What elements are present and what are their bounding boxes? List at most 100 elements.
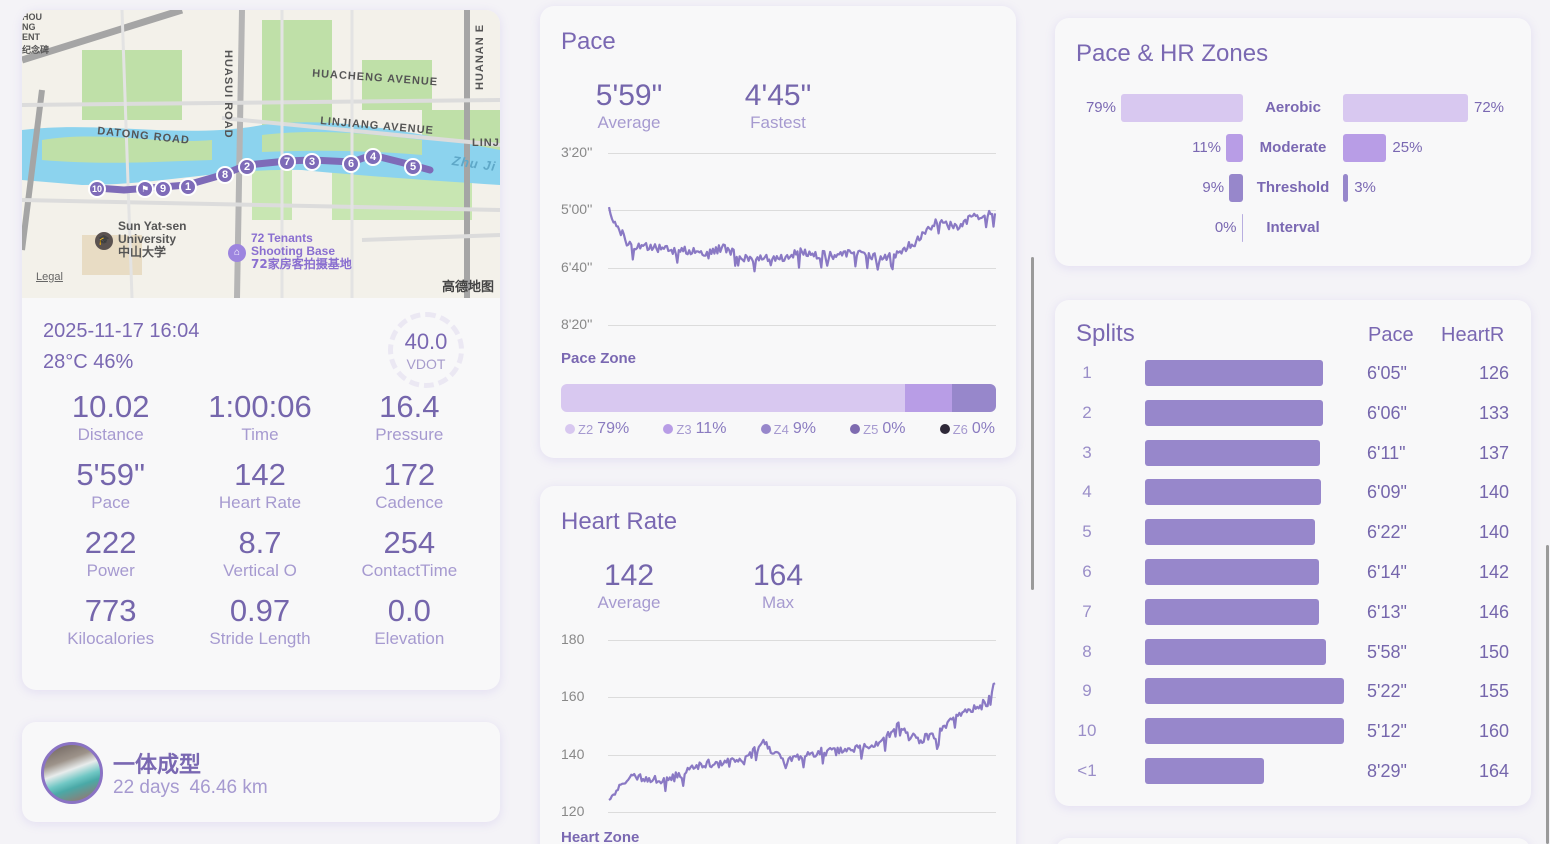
y-tick-label: 5'00''	[561, 201, 593, 218]
split-bar	[1145, 638, 1326, 665]
splits-col-hr: HeartR	[1441, 324, 1505, 346]
zone-pct: 79%	[597, 420, 630, 437]
y-tick-label: 3'20''	[561, 144, 593, 160]
split-marker[interactable]: 2	[238, 158, 256, 176]
split-marker[interactable]: 8	[216, 166, 234, 184]
road	[22, 89, 45, 251]
split-row[interactable]: 10 5'12" 160	[1055, 718, 1531, 745]
line-chart-svg	[608, 682, 996, 801]
pace-fastest-value: 4'45"	[744, 79, 812, 112]
split-row[interactable]: 6 6'14" 142	[1055, 559, 1531, 585]
right-column-scrollbar[interactable]	[1546, 545, 1549, 844]
split-row[interactable]: <1 8'29" 164	[1055, 758, 1531, 784]
split-row[interactable]: 2 6'06" 133	[1055, 399, 1531, 426]
stat-label: Time	[241, 425, 279, 444]
split-km: 10	[1077, 721, 1097, 741]
map-label-corner: HOU	[22, 12, 42, 22]
vdot-badge: 40.0 VDOT	[388, 312, 464, 388]
split-row[interactable]: 5 6'22" 140	[1055, 519, 1531, 546]
shoe-card[interactable]: 一体成型 22 days 46.46 km	[22, 722, 500, 822]
split-pace: 6'13"	[1367, 601, 1407, 622]
zone-legend-item: Z6 0%	[939, 420, 995, 438]
split-marker[interactable]: 5	[404, 158, 422, 176]
split-row[interactable]: 8 5'58" 150	[1055, 638, 1531, 665]
middle-column-scrollbar[interactable]	[1031, 257, 1034, 590]
hr-average: 142 Average	[569, 560, 689, 614]
split-pace: 5'22"	[1367, 681, 1407, 702]
route-map[interactable]: HUASUI ROAD HUACHENG AVENUE LINJIANG AVE…	[22, 10, 500, 298]
map-provider-logo: 高德地图	[441, 280, 494, 295]
y-tick-label: 6'40''	[561, 258, 593, 275]
split-km: 4	[1082, 482, 1092, 502]
gridline	[608, 754, 996, 756]
stat-label: Power	[86, 561, 135, 580]
poi-72-tenants[interactable]: 72 Tenants Shooting Base 72家房客拍摄基地	[251, 232, 352, 271]
split-km: <1	[1077, 761, 1097, 780]
split-row[interactable]: 4 6'09" 140	[1055, 479, 1531, 506]
stat-pace: 5'59" Pace	[36, 458, 185, 514]
split-marker[interactable]: 6	[342, 155, 360, 173]
zone-name: Z2	[578, 421, 594, 437]
gridline	[608, 325, 996, 326]
split-marker[interactable]: 4	[364, 148, 382, 166]
hr-zone-bar	[1343, 94, 1468, 122]
split-marker[interactable]: 7	[278, 153, 296, 171]
split-km: 2	[1082, 402, 1092, 422]
hr-max: 164 Max	[718, 560, 838, 614]
split-row[interactable]: 9 5'22" 155	[1055, 678, 1531, 705]
gridline	[608, 267, 996, 269]
poi-sun-yat-sen-university[interactable]: Sun Yat-sen University 中山大学	[118, 220, 186, 259]
zone-row-moderate: 11% Moderate 25%	[1055, 134, 1531, 162]
split-pace: 6'06"	[1367, 402, 1407, 423]
zone-pct: 9%	[792, 420, 816, 437]
split-row[interactable]: 1 6'05" 126	[1055, 360, 1531, 386]
split-row[interactable]: 3 6'11" 137	[1055, 439, 1531, 466]
pace-average-label: Average	[597, 113, 661, 132]
stat-label: ContactTime	[361, 561, 458, 580]
start-flag-icon[interactable]: ⚑	[136, 180, 154, 198]
stat-label: Stride Length	[209, 629, 311, 648]
split-marker[interactable]: 9	[154, 180, 172, 198]
stat-time: 1:00:06 Time	[185, 390, 334, 446]
stat-label: Heart Rate	[218, 493, 302, 512]
shoe-distance: 46.46 km	[189, 777, 268, 798]
split-bar	[1145, 399, 1323, 426]
zone-row-interval: 0% Interval	[1055, 214, 1531, 242]
split-marker[interactable]: 3	[303, 153, 321, 171]
zone-dot-icon	[939, 424, 950, 434]
run-weather: 28°C 46%	[43, 351, 134, 373]
poi-name: 72 Tenants	[251, 231, 313, 245]
split-km: 7	[1082, 601, 1092, 621]
zone-name: Z6	[952, 421, 968, 437]
zones-title: Pace & HR Zones	[1076, 40, 1269, 67]
map-label-huanan: HUANAN E	[474, 23, 486, 90]
vdot-label: VDOT	[406, 356, 446, 372]
map-label-corner: 纪念碑	[22, 46, 50, 56]
shoe-name: 一体成型	[113, 753, 202, 778]
run-info: 2025-11-17 16:04 28°C 46%	[43, 320, 199, 374]
split-hr: 146	[1478, 601, 1509, 622]
pace-zone-bar	[1229, 174, 1243, 202]
stat-value: 0.0	[387, 593, 431, 628]
split-marker[interactable]: 10	[88, 180, 106, 198]
shoe-days: 22 days	[113, 777, 180, 798]
zone-legend-item: Z5 0%	[850, 420, 905, 438]
stat-value: 1:00:06	[208, 389, 312, 424]
pace-card: Pace 5'59" Average 4'45" Fastest 3'20'' 5…	[540, 6, 1016, 458]
poi-name-zh: 72家房客拍摄基地	[251, 257, 352, 271]
pace-hr-zones-card: Pace & HR Zones 79% Aerobic 72% 11% Moderate…	[1055, 18, 1531, 266]
landmark-icon: ⌂	[228, 244, 246, 262]
stat-distance: 10.02 Distance	[36, 390, 185, 446]
zone-dot-icon	[663, 424, 674, 434]
pace-zone-pct: 0%	[1214, 219, 1237, 236]
map-label-corner: ENT	[22, 32, 40, 42]
pace-average: 5'59" Average	[569, 80, 689, 134]
legal-link[interactable]: Legal	[36, 271, 63, 283]
split-marker[interactable]: 1	[179, 178, 197, 196]
split-row[interactable]: 7 6'13" 146	[1055, 598, 1531, 625]
pace-zone-pct: 79%	[1085, 99, 1116, 116]
stat-cadence: 172 Cadence	[335, 458, 484, 514]
y-tick-label: 8'20''	[561, 316, 593, 332]
y-tick-label: 120	[561, 803, 585, 819]
stat-kilocalories: 773 Kilocalories	[36, 594, 185, 650]
